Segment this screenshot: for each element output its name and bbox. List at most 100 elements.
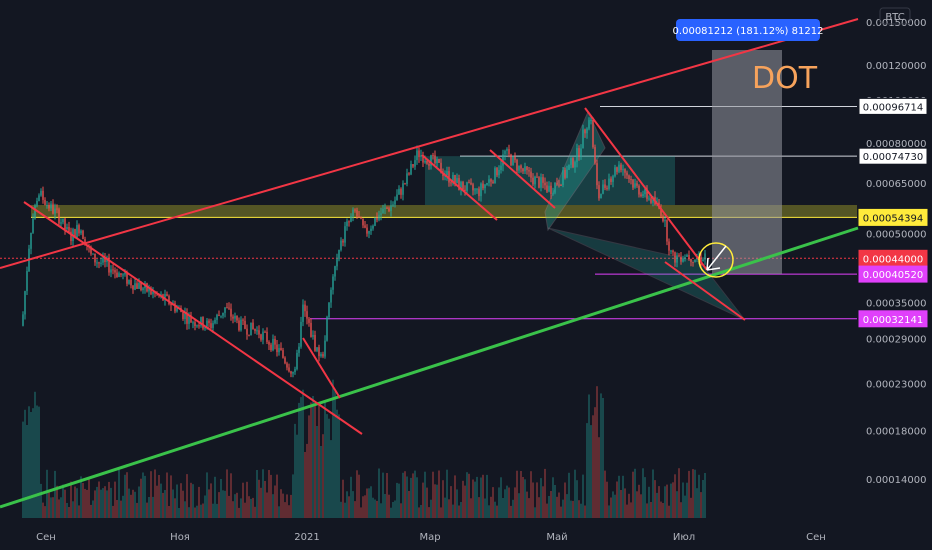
y-tick-label: 0.00035000: [866, 298, 926, 309]
downtrend-line: [664, 261, 746, 321]
candle-body: [358, 216, 360, 218]
range-box: [425, 156, 675, 206]
volume-bar: [358, 474, 360, 518]
volume-bar: [410, 477, 412, 518]
candle-body: [544, 182, 546, 186]
candle-body: [210, 323, 212, 328]
downtrend-line: [302, 337, 341, 399]
volume-bar: [702, 480, 704, 518]
candle-body: [466, 182, 468, 191]
candle-body: [492, 181, 494, 183]
volume-bar: [182, 490, 184, 518]
volume-bar: [540, 478, 542, 518]
candle-body: [310, 322, 312, 337]
volume-bar: [400, 503, 402, 518]
volume-bar: [258, 479, 260, 518]
candle-body: [624, 169, 626, 173]
candle-body: [268, 342, 270, 345]
volume-bar: [158, 475, 160, 518]
candle-body: [200, 317, 202, 326]
volume-bar: [482, 474, 484, 518]
candle-body: [446, 171, 448, 176]
candle-body: [134, 283, 136, 290]
candle-body: [696, 258, 698, 260]
candle-body: [500, 165, 502, 171]
volume-bar: [338, 414, 340, 518]
volume-bar: [402, 472, 404, 518]
currency-button[interactable]: BTC: [879, 7, 911, 25]
volume-bar: [236, 492, 238, 518]
candle-body: [66, 227, 68, 229]
volume-bar: [636, 491, 638, 518]
candle-body: [554, 182, 556, 193]
candle-body: [608, 178, 610, 189]
candle-body: [702, 259, 704, 262]
volume-bar: [342, 479, 344, 518]
volume-bar: [288, 505, 290, 518]
candle-body: [634, 183, 636, 188]
volume-bar: [602, 398, 604, 518]
candle-body: [26, 271, 28, 292]
candle-body: [560, 185, 562, 186]
volume-bar: [594, 407, 596, 518]
volume-bar: [416, 477, 418, 518]
volume-bar: [428, 507, 430, 518]
volume-bar: [512, 499, 514, 518]
volume-bar: [266, 492, 268, 518]
volume-bar: [22, 421, 24, 518]
volume-bar: [206, 472, 208, 518]
candle-body: [186, 313, 188, 324]
measure-box: [712, 50, 782, 274]
candle-body: [300, 321, 302, 347]
volume-bar: [280, 489, 282, 518]
volume-bar: [130, 494, 132, 518]
volume-bar: [422, 482, 424, 518]
candle-body: [646, 188, 648, 199]
volume-bar: [418, 507, 420, 518]
volume-bar: [240, 498, 242, 518]
volume-bar: [98, 481, 100, 518]
candle-body: [364, 225, 366, 228]
volume-bar: [242, 482, 244, 518]
candle-body: [264, 331, 266, 333]
volume-bar: [26, 425, 28, 518]
candle-body: [582, 129, 584, 149]
candle-body: [612, 176, 614, 182]
volume-bar: [284, 502, 286, 518]
volume-bar: [516, 470, 518, 518]
volume-bar: [524, 479, 526, 518]
candle-body: [476, 188, 478, 190]
candle-body: [352, 209, 354, 217]
volume-bar: [484, 498, 486, 518]
candle-body: [142, 288, 144, 291]
volume-bar: [458, 505, 460, 518]
volume-bar: [260, 487, 262, 518]
volume-bar: [214, 476, 216, 518]
volume-bar: [320, 446, 322, 518]
volume-bar: [324, 402, 326, 518]
candle-body: [84, 239, 86, 246]
candle-body: [224, 307, 226, 313]
candle-body: [510, 154, 512, 166]
candle-body: [176, 308, 178, 312]
candle-body: [460, 182, 462, 190]
volume-bar: [322, 434, 324, 518]
candle-body: [280, 348, 282, 351]
highlight-circle: [698, 242, 734, 278]
candle-body: [506, 149, 508, 151]
candle-body: [684, 257, 686, 259]
volume-bar: [362, 496, 364, 518]
price-tag-label: 0.00096714: [863, 102, 923, 113]
candle-body: [318, 347, 320, 357]
candle-body: [428, 163, 430, 166]
candle-body: [378, 214, 380, 220]
time-axis: Сен Ноя 2021 Мар Май Июл Сен: [36, 532, 826, 543]
volume-bar: [30, 412, 32, 518]
candle-body: [512, 156, 514, 166]
volume-bar: [300, 397, 302, 518]
volume-bar: [212, 503, 214, 518]
candle-body: [336, 259, 338, 267]
volume-bar: [76, 488, 78, 518]
candle-body: [240, 319, 242, 331]
